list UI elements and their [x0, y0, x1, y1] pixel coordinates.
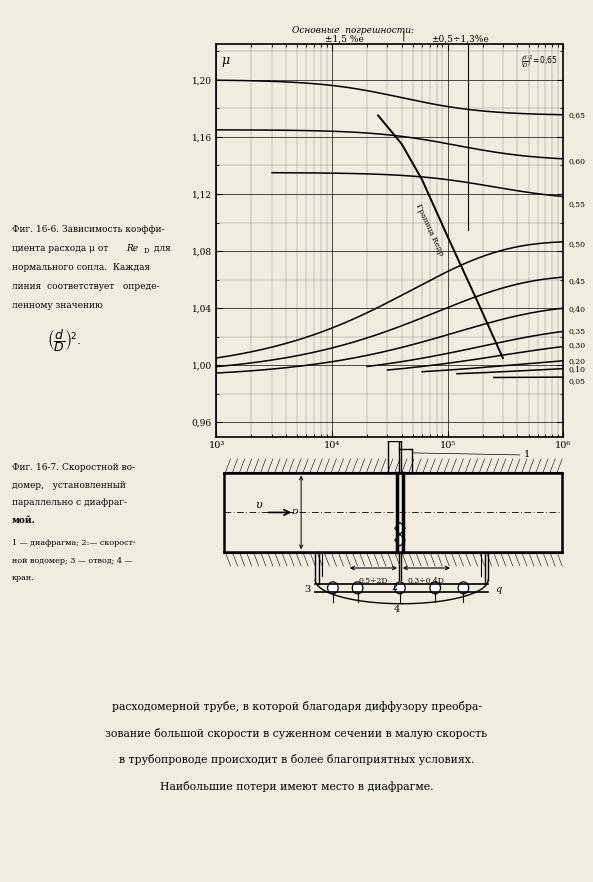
Circle shape	[430, 582, 441, 594]
Text: 0,30: 0,30	[569, 341, 586, 349]
Text: Фиг. 16-7. Скоростной во-: Фиг. 16-7. Скоростной во-	[12, 463, 135, 472]
Text: 4: 4	[393, 605, 400, 614]
Text: υ: υ	[256, 500, 262, 510]
Text: нормального сопла.  Каждая: нормального сопла. Каждая	[12, 263, 150, 272]
Text: в трубопроводе происходит в более благоприятных условиях.: в трубопроводе происходит в более благоп…	[119, 754, 474, 765]
Text: мой.: мой.	[12, 516, 36, 525]
Text: 0,60: 0,60	[569, 157, 585, 165]
Text: кран.: кран.	[12, 574, 34, 582]
Text: расходомерной трубе, в которой благодаря диффузору преобра-: расходомерной трубе, в которой благодаря…	[111, 701, 482, 712]
Text: Фиг. 16-6. Зависимость коэффи-: Фиг. 16-6. Зависимость коэффи-	[12, 225, 164, 234]
Text: 0,3÷0,4D: 0,3÷0,4D	[408, 576, 445, 584]
Text: ленному значению: ленному значению	[12, 301, 103, 310]
Text: Re: Re	[126, 243, 138, 253]
Text: 2: 2	[391, 583, 398, 592]
Text: D: D	[144, 247, 149, 256]
Text: ной водомер; 3 — отвод; 4 —: ной водомер; 3 — отвод; 4 —	[12, 557, 132, 564]
Text: 0,55: 0,55	[569, 200, 585, 208]
Circle shape	[458, 582, 468, 594]
Text: ±1,5 %е: ±1,5 %е	[324, 34, 364, 43]
Text: Граница Reдр: Граница Reдр	[415, 203, 445, 257]
Text: 0,45: 0,45	[569, 277, 585, 285]
Text: 0,05: 0,05	[569, 377, 585, 385]
Text: q: q	[495, 585, 502, 594]
Polygon shape	[394, 522, 405, 534]
Text: параллельно с диафраг-: параллельно с диафраг-	[12, 498, 127, 507]
Text: для: для	[151, 243, 170, 253]
Text: линия  соответствует   опреде-: линия соответствует опреде-	[12, 282, 160, 291]
Circle shape	[327, 582, 338, 594]
Text: |: |	[401, 31, 405, 41]
Text: 3: 3	[305, 585, 311, 594]
Text: 0,5÷2D: 0,5÷2D	[359, 576, 388, 584]
Text: 1: 1	[524, 450, 530, 459]
Text: 0,20: 0,20	[569, 357, 585, 365]
Text: циента расхода μ от: циента расхода μ от	[12, 243, 111, 253]
Text: 0,10: 0,10	[569, 365, 585, 373]
Circle shape	[352, 582, 363, 594]
Text: $\left(\dfrac{d}{D}\right)^{\!2}.$: $\left(\dfrac{d}{D}\right)^{\!2}.$	[47, 327, 82, 355]
Text: 1 — диафрагма; 2:— скорост-: 1 — диафрагма; 2:— скорост-	[12, 539, 135, 547]
Text: Основные  погрешности:: Основные погрешности:	[292, 26, 414, 35]
Text: Наибольшие потери имеют место в диафрагме.: Наибольшие потери имеют место в диафрагм…	[160, 781, 433, 791]
Text: ±0,5÷1,3%е: ±0,5÷1,3%е	[431, 34, 489, 43]
Text: зование большой скорости в суженном сечении в малую скорость: зование большой скорости в суженном сече…	[106, 728, 487, 738]
Text: домер,   установленный: домер, установленный	[12, 481, 126, 490]
Text: 0,65: 0,65	[569, 111, 585, 119]
Text: 0,35: 0,35	[569, 327, 586, 335]
Text: μ: μ	[222, 54, 229, 67]
Circle shape	[394, 582, 405, 594]
Text: $\left(\!\frac{d}{D}\!\right)^{\!2}\!=\!0{,}65$: $\left(\!\frac{d}{D}\!\right)^{\!2}\!=\!…	[521, 54, 558, 71]
Text: 0,40: 0,40	[569, 305, 585, 314]
Text: 0,50: 0,50	[569, 240, 585, 248]
Polygon shape	[394, 534, 405, 546]
Text: D: D	[291, 508, 298, 517]
